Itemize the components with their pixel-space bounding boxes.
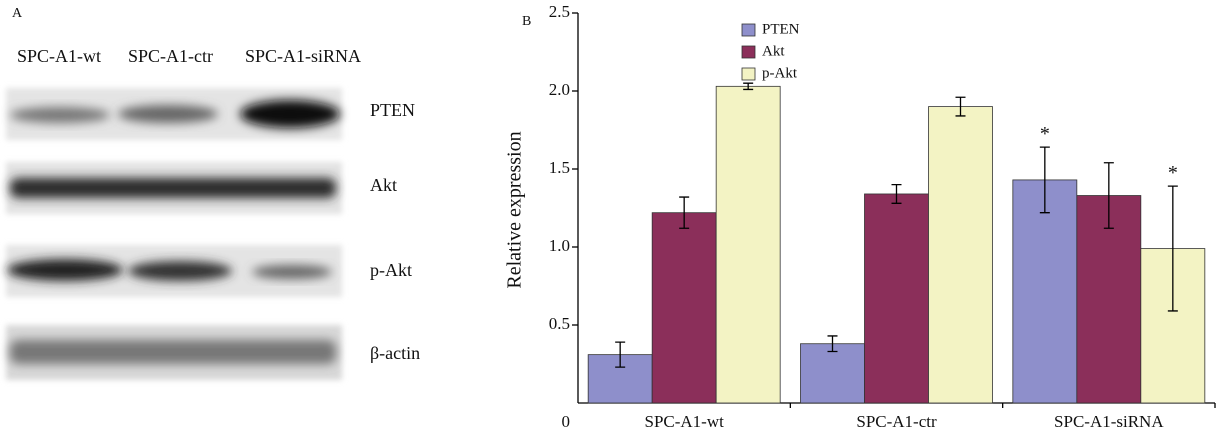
legend-label: Akt [762,43,785,59]
row-label: p-Akt [370,260,412,280]
blot [6,88,342,380]
row-label: PTEN [370,100,415,120]
annotation: * [1040,123,1050,145]
bar [929,107,993,403]
legend-swatch [742,46,755,58]
row-label: β-actin [370,343,420,363]
y-tick-label: 2.5 [549,2,570,21]
y-tick-label: 2.0 [549,80,570,99]
x-tick-label: SPC-A1-ctr [856,412,937,431]
bar [652,213,716,403]
legend-swatch [742,24,755,36]
bar [716,86,780,403]
annotation: * [1168,162,1178,184]
lane-label: SPC-A1-siRNA [245,46,361,66]
x-tick-label: SPC-A1-wt [644,412,724,431]
y-tick-label: 1.5 [549,158,570,177]
bar [801,344,865,403]
panel-label: A [12,6,23,21]
panel-label: B [522,14,531,29]
legend-swatch [742,68,755,80]
lane-label: SPC-A1-wt [17,46,101,66]
legend-label: p-Akt [762,65,798,81]
bar [865,194,929,403]
lane-label: SPC-A1-ctr [128,46,213,66]
y-tick-label: 1.0 [549,236,570,255]
x-tick-label: SPC-A1-siRNA [1054,412,1164,431]
figure: A SPC-A1-wt SPC-A1-ctr SPC-A1-siRNA PTEN… [0,0,1231,431]
legend-label: PTEN [762,21,800,37]
y-tick-label: 0 [562,412,571,431]
row-label: Akt [370,175,397,195]
bar [1013,180,1077,403]
y-axis-title: Relative expression [504,131,526,288]
y-tick-label: 0.5 [549,314,570,333]
